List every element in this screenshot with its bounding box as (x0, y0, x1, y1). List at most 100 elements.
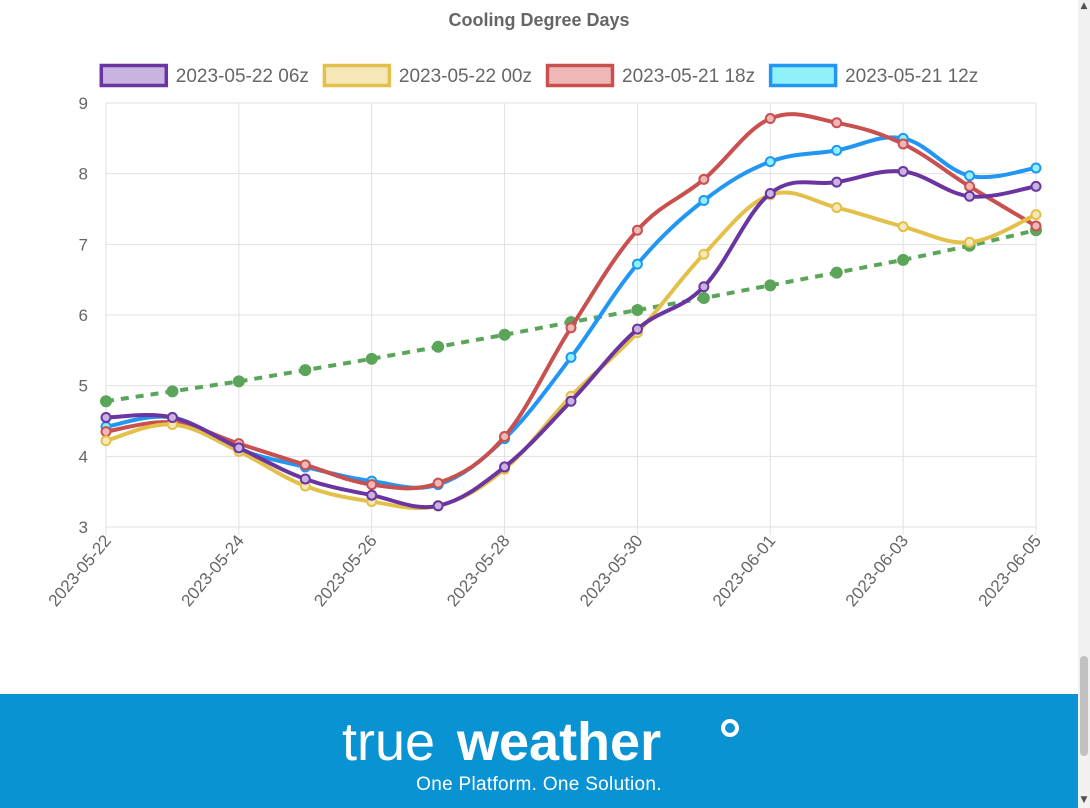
data-point[interactable] (698, 173, 710, 185)
data-point[interactable] (897, 138, 909, 150)
data-point[interactable] (100, 426, 112, 438)
legend-label: 2023-05-22 00z (399, 66, 532, 87)
data-point[interactable] (698, 195, 710, 207)
data-point[interactable] (498, 328, 511, 341)
data-point[interactable] (565, 395, 577, 407)
brand-degree-icon (721, 719, 739, 737)
data-point[interactable] (831, 202, 843, 214)
brand-prefix: true (342, 712, 435, 770)
data-point[interactable] (964, 170, 976, 182)
data-point[interactable] (631, 224, 643, 236)
chevron-down-icon[interactable]: ▼ (1080, 795, 1088, 805)
legend-swatch (322, 63, 392, 88)
data-point[interactable] (964, 190, 976, 202)
data-point[interactable] (897, 253, 910, 266)
data-point[interactable] (565, 351, 577, 363)
series-lines (100, 112, 1042, 512)
y-tick-label: 4 (79, 447, 88, 466)
data-point[interactable] (100, 411, 112, 423)
data-point[interactable] (499, 431, 511, 443)
legend-label: 2023-05-21 12z (845, 66, 978, 87)
data-point[interactable] (166, 385, 179, 398)
x-tick-label: 2023-05-30 (576, 531, 646, 610)
y-tick-label: 7 (79, 235, 88, 254)
data-point[interactable] (232, 375, 245, 388)
chart-legend: 2023-05-22 06z 2023-05-22 00z 2023-05-21 1… (99, 63, 979, 88)
data-point[interactable] (432, 500, 444, 512)
data-point[interactable] (565, 322, 577, 334)
data-point[interactable] (100, 395, 112, 408)
data-point[interactable] (1030, 220, 1042, 232)
data-point[interactable] (100, 435, 112, 447)
x-tick-label: 2023-05-26 (310, 531, 380, 610)
data-point[interactable] (631, 304, 644, 317)
vertical-scrollbar[interactable]: ▲ ▼ (1078, 0, 1090, 808)
data-point[interactable] (831, 176, 843, 188)
series-2023-05-22-00z (100, 189, 1042, 512)
data-point[interactable] (1030, 180, 1042, 192)
legend-swatch (768, 63, 838, 88)
series-line (105, 135, 1037, 490)
data-point[interactable] (831, 117, 843, 129)
y-tick-label: 6 (79, 306, 88, 325)
data-point[interactable] (365, 352, 378, 365)
series-trend (100, 224, 1042, 408)
data-point[interactable] (764, 113, 776, 125)
legend-label: 2023-05-22 06z (176, 66, 309, 87)
data-point[interactable] (233, 442, 245, 454)
x-tick-label: 2023-06-05 (975, 531, 1045, 610)
data-point[interactable] (631, 323, 643, 335)
x-axis: 2023-05-22 2023-05-24 2023-05-26 2023-05-28… (45, 531, 1045, 610)
data-point[interactable] (764, 187, 776, 199)
legend-swatch (545, 63, 615, 88)
data-point[interactable] (831, 144, 843, 156)
legend-item[interactable]: 2023-05-22 00z (322, 63, 532, 88)
data-point[interactable] (764, 279, 777, 292)
data-point[interactable] (432, 340, 445, 353)
series-2023-05-21-18z (100, 112, 1042, 491)
series-line (105, 190, 1037, 511)
chart-container: Cooling Degree Days 2023-05-22 06z 2023-0… (45, 10, 1045, 610)
data-point[interactable] (964, 236, 976, 248)
data-point[interactable] (1030, 162, 1042, 174)
legend-item[interactable]: 2023-05-22 06z (99, 63, 309, 88)
brand-tagline: One Platform. One Solution. (416, 774, 662, 795)
x-tick-label: 2023-05-28 (443, 531, 513, 610)
data-point[interactable] (432, 477, 444, 489)
series-line (105, 228, 1037, 404)
data-point[interactable] (299, 473, 311, 485)
chevron-up-icon[interactable]: ▲ (1080, 1, 1088, 11)
series-2023-05-21-12z (100, 132, 1042, 491)
data-point[interactable] (366, 479, 378, 491)
data-point[interactable] (830, 266, 843, 279)
legend-item[interactable]: 2023-05-21 18z (545, 63, 756, 88)
chart-title: Cooling Degree Days (448, 10, 629, 30)
x-tick-label: 2023-05-24 (177, 531, 247, 610)
data-point[interactable] (499, 461, 511, 473)
data-point[interactable] (698, 281, 710, 293)
series-2023-05-22-06z (100, 166, 1042, 512)
brand-footer: true weather One Platform. One Solution. (0, 694, 1078, 808)
data-point[interactable] (299, 459, 311, 471)
data-point[interactable] (631, 258, 643, 270)
data-point[interactable] (1030, 209, 1042, 221)
y-tick-label: 8 (79, 165, 88, 184)
y-axis: 3 4 5 6 7 8 9 (79, 94, 88, 537)
chart-grid (105, 102, 1037, 535)
data-point[interactable] (897, 221, 909, 233)
x-tick-label: 2023-06-01 (709, 531, 779, 610)
data-point[interactable] (366, 489, 378, 501)
scroll-thumb[interactable] (1080, 656, 1088, 756)
data-point[interactable] (897, 166, 909, 178)
data-point[interactable] (166, 411, 178, 423)
data-point[interactable] (299, 364, 312, 377)
x-tick-label: 2023-05-22 (45, 531, 115, 610)
data-point[interactable] (697, 292, 710, 305)
legend-item[interactable]: 2023-05-21 12z (768, 63, 979, 88)
legend-label: 2023-05-21 18z (622, 66, 755, 87)
data-point[interactable] (964, 180, 976, 192)
y-tick-label: 9 (79, 94, 88, 113)
data-point[interactable] (764, 156, 776, 168)
legend-swatch (99, 63, 169, 88)
data-point[interactable] (698, 248, 710, 260)
